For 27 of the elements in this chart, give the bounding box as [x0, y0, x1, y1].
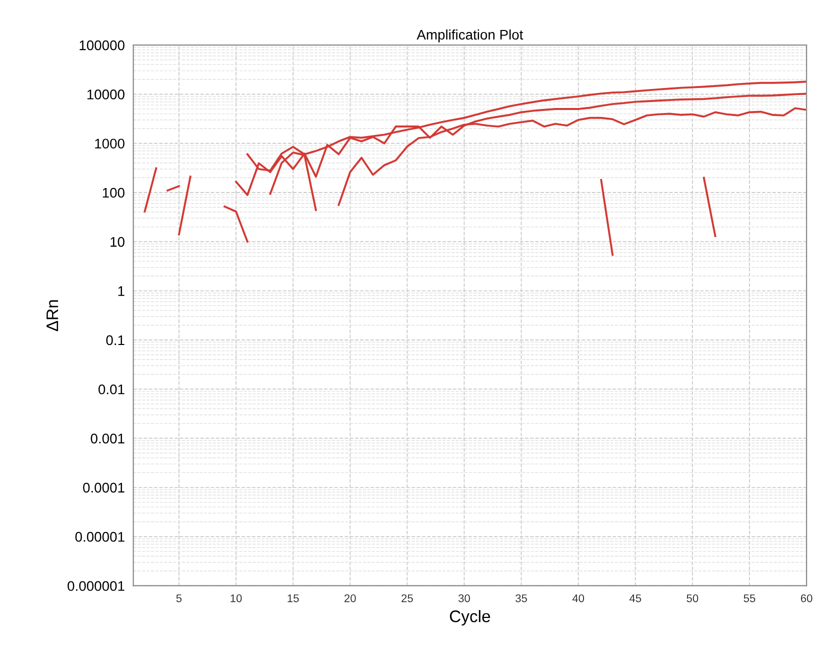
x-tick-label: 60	[800, 594, 812, 602]
y-axis-title: ΔRn	[46, 300, 58, 332]
x-tick-label: 55	[744, 594, 756, 602]
x-tick-label: 5	[176, 594, 182, 602]
x-tick-label: 30	[458, 594, 470, 602]
y-tick-label: 0.00001	[75, 532, 124, 542]
y-tick-label: 0.001	[90, 434, 124, 444]
y-tick-label: 0.1	[106, 335, 124, 346]
y-tick-label: 1000	[95, 138, 124, 149]
x-tick-label: 45	[629, 594, 642, 602]
y-tick-label: 0.000001	[68, 581, 124, 591]
x-tick-label: 40	[572, 594, 584, 602]
x-tick-label: 25	[402, 594, 413, 602]
y-tick-label: 0.0001	[83, 482, 124, 493]
y-tick-label: 100000	[80, 40, 124, 50]
chart-title: Amplification Plot	[416, 29, 524, 42]
y-tick-label: 1	[118, 286, 124, 296]
x-tick-label: 15	[288, 594, 299, 602]
x-tick-label: 10	[230, 594, 242, 602]
x-tick-label: 50	[686, 594, 698, 602]
y-tick-label: 0.01	[98, 384, 124, 394]
y-tick-label: 100	[102, 188, 124, 198]
x-axis-title: Cycle	[450, 610, 490, 626]
x-tick-label: 20	[344, 594, 356, 602]
y-tick-label: 10000	[87, 90, 124, 100]
y-tick-label: 10	[110, 237, 124, 247]
x-tick-label: 35	[516, 594, 527, 602]
